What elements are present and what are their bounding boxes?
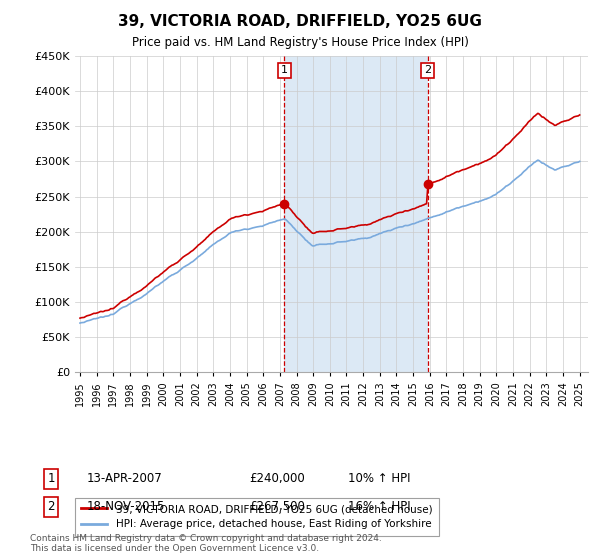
- Text: 2: 2: [424, 66, 431, 76]
- Text: £267,500: £267,500: [249, 500, 305, 514]
- Legend: 39, VICTORIA ROAD, DRIFFIELD, YO25 6UG (detached house), HPI: Average price, det: 39, VICTORIA ROAD, DRIFFIELD, YO25 6UG (…: [75, 498, 439, 535]
- Text: 39, VICTORIA ROAD, DRIFFIELD, YO25 6UG: 39, VICTORIA ROAD, DRIFFIELD, YO25 6UG: [118, 14, 482, 29]
- Text: 13-APR-2007: 13-APR-2007: [87, 472, 163, 486]
- Text: Price paid vs. HM Land Registry's House Price Index (HPI): Price paid vs. HM Land Registry's House …: [131, 36, 469, 49]
- Text: Contains HM Land Registry data © Crown copyright and database right 2024.
This d: Contains HM Land Registry data © Crown c…: [30, 534, 382, 553]
- Text: 18-NOV-2015: 18-NOV-2015: [87, 500, 166, 514]
- Text: 10% ↑ HPI: 10% ↑ HPI: [348, 472, 410, 486]
- Text: £240,000: £240,000: [249, 472, 305, 486]
- Text: 1: 1: [47, 472, 55, 486]
- Text: 1: 1: [281, 66, 288, 76]
- Bar: [284, 56, 428, 372]
- Text: 16% ↑ HPI: 16% ↑ HPI: [348, 500, 410, 514]
- Text: 2: 2: [47, 500, 55, 514]
